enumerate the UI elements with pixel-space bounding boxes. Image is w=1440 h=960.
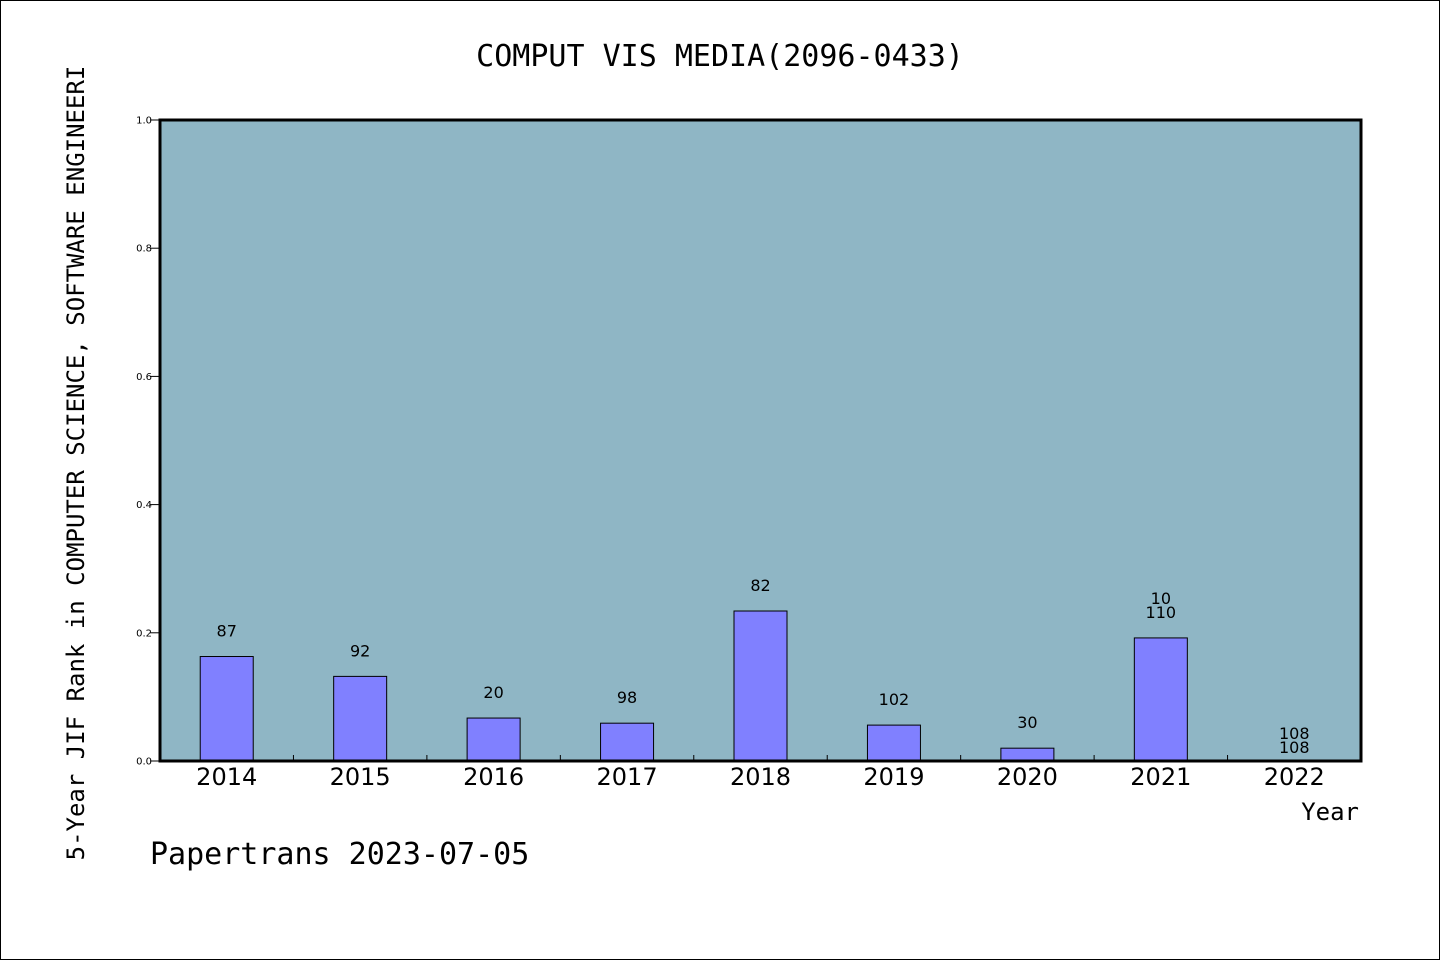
y-tick-label: 1.0 [136, 116, 152, 127]
chart-axes: 0.0 0.2 0.4 0.6 0.8 1.0 2014 2015 2016 2017 2018 20… [136, 116, 1325, 792]
y-tick-label: 0.0 [136, 757, 152, 768]
data-label: 98 [617, 688, 637, 707]
y-tick-label: 0.4 [136, 500, 152, 511]
data-label: 20 [483, 683, 503, 702]
y-axis-label: 5-Year JIF Rank in COMPUTER SCIENCE, SOF… [62, 66, 90, 861]
data-label: 82 [750, 576, 770, 595]
data-label: 108 [1279, 724, 1310, 743]
data-label: 87 [217, 622, 237, 641]
x-tick-label: 2020 [997, 763, 1058, 791]
data-label: 102 [879, 690, 910, 709]
x-tick-label: 2019 [863, 763, 924, 791]
x-tick-label: 2018 [730, 763, 791, 791]
bar [333, 675, 388, 762]
x-tick-label: 2022 [1264, 763, 1325, 791]
chart-title: COMPUT VIS MEDIA(2096-0433) [476, 39, 964, 74]
bar [866, 724, 921, 762]
x-tick-label: 2017 [597, 763, 658, 791]
bar [199, 656, 254, 762]
x-tick-label: 2021 [1130, 763, 1191, 791]
data-label: 92 [350, 641, 370, 660]
y-tick-label: 0.6 [136, 372, 152, 383]
x-axis-label: Year [1301, 798, 1359, 826]
bar [733, 610, 788, 762]
x-tick-label: 2016 [463, 763, 524, 791]
plot-border [158, 118, 1363, 763]
y-tick-label: 0.8 [136, 244, 152, 255]
data-label: 10 [1151, 589, 1171, 608]
bar [1000, 747, 1055, 762]
data-label: 108 [1279, 738, 1310, 757]
bar [466, 717, 521, 762]
y-tick-label: 0.2 [136, 628, 152, 639]
data-label: 110 [1146, 603, 1177, 622]
x-tick-label: 2014 [196, 763, 257, 791]
data-label: 30 [1017, 713, 1037, 732]
bar [1133, 637, 1188, 762]
footer-watermark: Papertrans 2023-07-05 [150, 837, 529, 872]
bar [600, 722, 655, 762]
x-tick-label: 2015 [330, 763, 391, 791]
